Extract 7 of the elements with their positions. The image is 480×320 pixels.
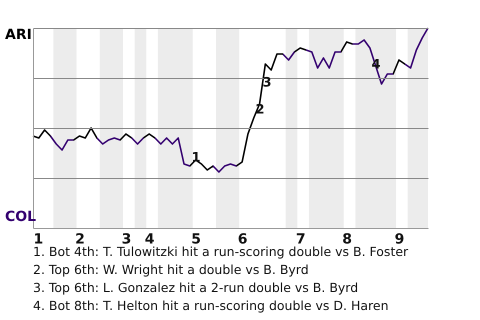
text: 3. Top 6th: L. Gonzalez hit a 2-run double vs B. Byrd	[33, 279, 360, 297]
annotation: COL	[5, 209, 36, 225]
text: 2. Top 6th: W. Wright hit a double vs B. Byrd	[33, 261, 310, 279]
annotation: 3	[262, 76, 272, 90]
annotation: 2	[255, 102, 265, 118]
text: ARI	[5, 27, 32, 43]
text: 4. Bot 8th: T. Helton hit a run-scoring double vs D. Haren	[33, 297, 390, 315]
